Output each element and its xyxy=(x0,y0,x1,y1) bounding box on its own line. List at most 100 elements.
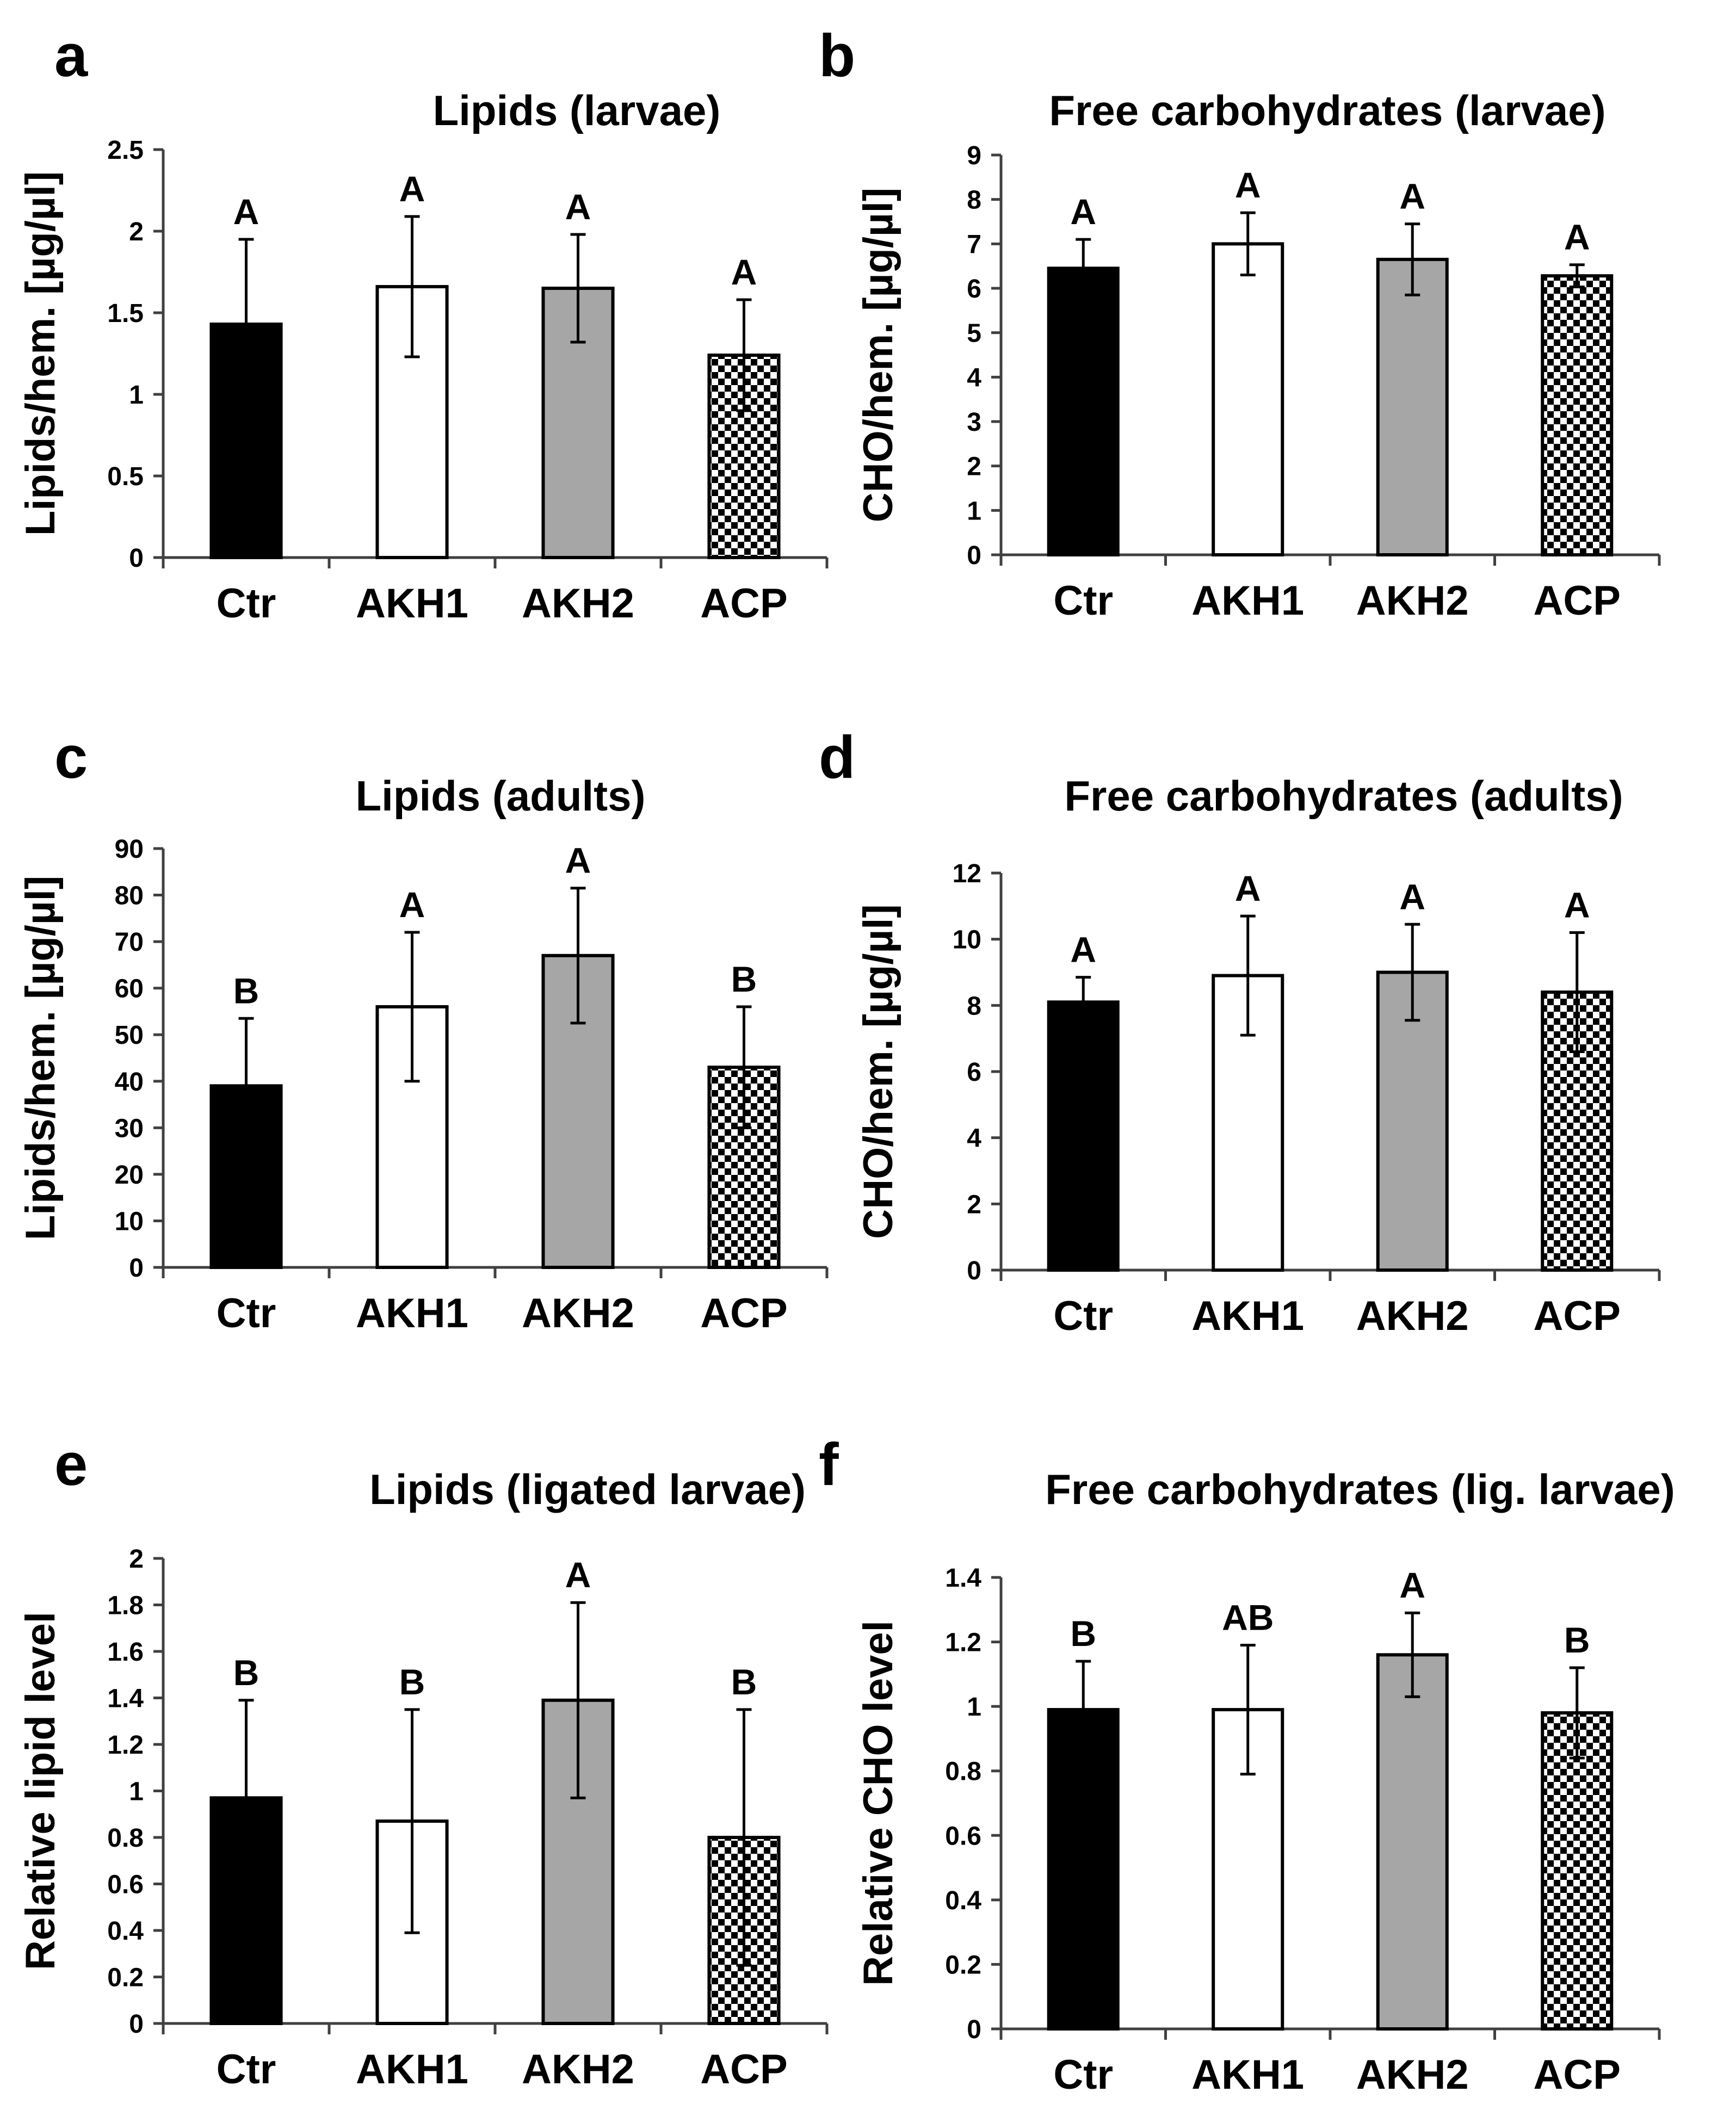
y-tick-label: 20 xyxy=(115,1161,144,1190)
y-tick-label: 8 xyxy=(967,992,981,1020)
significance-letter: A xyxy=(1564,217,1590,257)
y-axis-label: CHO/hem. [µg/µl] xyxy=(855,904,901,1239)
y-tick-label: 1.5 xyxy=(107,299,144,328)
x-tick-label: AKH1 xyxy=(1191,578,1304,624)
y-tick-label: 0.2 xyxy=(107,1964,144,1992)
panel-e: e Lipids (ligated larvae) Relative lipid l… xyxy=(17,1431,829,2093)
y-tick-label: 0.4 xyxy=(107,1917,144,1946)
y-tick-label: 2 xyxy=(129,1545,144,1574)
x-tick-label: ACP xyxy=(1534,2052,1621,2098)
chart-title: Free carbohydrates (larvae) xyxy=(1049,86,1605,134)
x-tick-label: AKH2 xyxy=(1356,1293,1469,1339)
bar-akh1 xyxy=(1212,242,1284,557)
x-tick-label: AKH2 xyxy=(1356,2052,1469,2098)
significance-letter: A xyxy=(565,187,591,227)
y-tick-label: 60 xyxy=(115,975,144,1004)
chart-title: Lipids (ligated larvae) xyxy=(369,1465,806,1513)
y-axis-label: Lipids/hem. [µg/µl] xyxy=(17,171,64,536)
y-tick-label: 4 xyxy=(967,1124,981,1153)
bar-ctr xyxy=(209,323,283,559)
significance-letter: A xyxy=(1564,885,1590,925)
y-tick-label: 1 xyxy=(967,1693,981,1722)
bar-acp xyxy=(1541,274,1614,556)
y-tick-label: 30 xyxy=(115,1114,144,1143)
y-tick-label: 0.6 xyxy=(107,1871,144,1899)
significance-letter: A xyxy=(399,884,425,925)
y-tick-label: 1.4 xyxy=(107,1685,144,1713)
bar-ctr xyxy=(1047,1000,1120,1272)
x-tick-label: Ctr xyxy=(217,580,276,627)
y-tick-label: 0 xyxy=(967,1257,981,1285)
panel-c: c Lipids (adults) Lipids/hem. [µg/µl] 0 10 20… xyxy=(17,724,829,1336)
significance-letter: A xyxy=(731,252,757,292)
y-tick-label: 40 xyxy=(115,1068,144,1097)
y-tick-label: 1.2 xyxy=(107,1731,144,1760)
x-tick-label: Ctr xyxy=(217,1290,276,1336)
panel-label: f xyxy=(819,1431,839,1498)
panel-d: d Free carbohydrates (adults) CHO/hem. [µg… xyxy=(819,724,1661,1339)
y-tick-label: 10 xyxy=(115,1207,144,1236)
x-tick-label: AKH1 xyxy=(356,2046,468,2093)
y-tick-label: 0 xyxy=(129,2010,144,2039)
significance-letter: A xyxy=(233,191,260,232)
y-tick-label: 2.5 xyxy=(107,136,144,165)
y-tick-label: 6 xyxy=(967,1058,981,1087)
significance-letter: B xyxy=(1564,1620,1590,1660)
y-tick-label: 5 xyxy=(967,319,981,348)
x-tick-label: ACP xyxy=(700,1290,787,1336)
y-tick-label: 0.2 xyxy=(945,1951,981,1979)
significance-letter: B xyxy=(731,959,757,999)
panel-label: d xyxy=(819,724,855,791)
y-tick-label: 4 xyxy=(967,363,981,392)
y-tick-label: 0.5 xyxy=(107,462,144,491)
y-tick-label: 1.6 xyxy=(107,1638,144,1667)
y-tick-label: 50 xyxy=(115,1021,144,1050)
y-tick-label: 6 xyxy=(967,275,981,304)
x-tick-label: AKH2 xyxy=(522,2046,634,2093)
significance-letter: A xyxy=(1070,191,1096,232)
y-tick-label: 0.8 xyxy=(945,1757,981,1786)
significance-letter: A xyxy=(1070,930,1096,970)
significance-letter: A xyxy=(1399,176,1425,216)
chart-title: Lipids (larvae) xyxy=(433,86,721,134)
significance-letter: AB xyxy=(1222,1598,1274,1638)
panel-label: a xyxy=(54,22,88,89)
bar-akh2 xyxy=(1376,257,1449,556)
significance-letter: B xyxy=(233,970,260,1011)
y-tick-label: 12 xyxy=(953,859,981,888)
significance-letter: A xyxy=(1235,165,1261,205)
significance-letter: A xyxy=(565,840,591,881)
significance-letter: A xyxy=(1235,868,1261,908)
y-tick-label: 3 xyxy=(967,408,981,437)
y-axis-label: Relative lipid level xyxy=(17,1612,64,1970)
y-axis-label: Relative CHO level xyxy=(855,1620,901,1986)
significance-letter: A xyxy=(399,169,425,209)
y-tick-label: 0 xyxy=(967,541,981,570)
panel-a: a Lipids (larvae) Lipids/hem. [µg/µl] 0 0.5 1… xyxy=(17,22,829,627)
y-tick-label: 2 xyxy=(129,218,144,246)
chart-title: Free carbohydrates (lig. larvae) xyxy=(1045,1465,1675,1513)
significance-letter: B xyxy=(233,1652,260,1693)
y-tick-label: 1 xyxy=(967,497,981,525)
chart-title: Lipids (adults) xyxy=(356,772,646,820)
x-tick-label: ACP xyxy=(1534,578,1621,624)
y-tick-label: 0.6 xyxy=(945,1822,981,1850)
bar-acp xyxy=(1541,1711,1614,2031)
panel-label: b xyxy=(819,22,855,89)
y-axis-label: Lipids/hem. [µg/µl] xyxy=(17,876,64,1240)
y-tick-label: 2 xyxy=(967,1190,981,1219)
significance-letter: A xyxy=(565,1555,591,1595)
significance-letter: B xyxy=(731,1662,757,1702)
y-tick-label: 1.2 xyxy=(945,1629,981,1657)
panels: a Lipids (larvae) Lipids/hem. [µg/µl] 0 0.5 1… xyxy=(17,22,1675,2098)
significance-letter: A xyxy=(1399,876,1425,917)
y-tick-label: 70 xyxy=(115,928,144,957)
x-tick-label: AKH2 xyxy=(522,580,634,627)
panel-b: b Free carbohydrates (larvae) CHO/hem. [µg… xyxy=(819,22,1661,624)
y-tick-label: 8 xyxy=(967,186,981,215)
x-tick-label: ACP xyxy=(1534,1293,1621,1339)
y-tick-label: 1.8 xyxy=(107,1592,144,1620)
y-tick-label: 2 xyxy=(967,453,981,481)
bar-akh2 xyxy=(1376,1653,1449,2031)
